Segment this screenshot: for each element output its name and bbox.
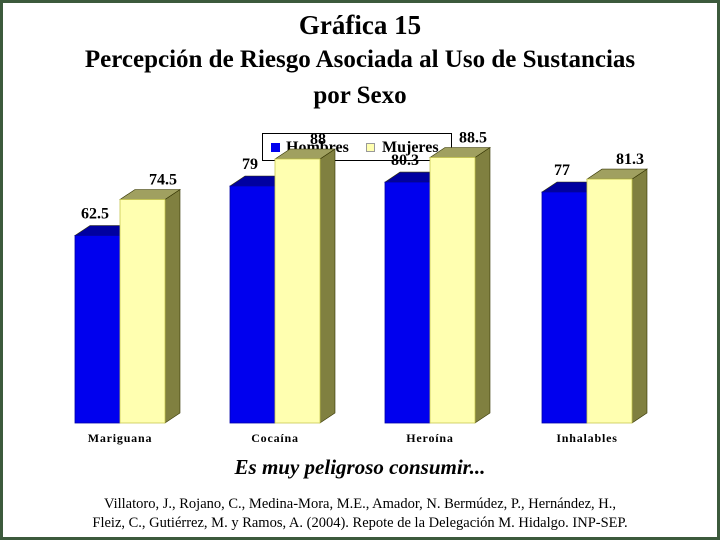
category-label-1: Mariguana xyxy=(88,431,153,445)
bar-hombres-4 xyxy=(541,191,588,424)
data-label-mujeres-2: 88 xyxy=(310,131,326,148)
citation-line-2: Fleiz, C., Gutiérrez, M. y Ramos, A. (20… xyxy=(92,515,628,531)
chart-title: Gráfica 15 xyxy=(298,10,422,40)
bar-side-mujeres-2 xyxy=(319,148,336,424)
legend-label-mujeres: Mujeres xyxy=(382,139,439,156)
bar-hombres-1 xyxy=(74,235,121,424)
bar-mujeres-2 xyxy=(274,158,321,424)
chart-title-line-3: por Sexo xyxy=(313,82,407,109)
category-label-3: Heroína xyxy=(406,431,453,445)
bar-hombres-3 xyxy=(384,181,431,424)
legend-swatch-mujeres xyxy=(366,143,375,152)
data-label-mujeres-3: 88.5 xyxy=(459,130,487,147)
chart-title-line-2: Percepción de Riesgo Asociada al Uso de … xyxy=(84,46,636,73)
bar-mujeres-4 xyxy=(586,178,633,424)
citation-line-1: Villatoro, J., Rojano, C., Medina-Mora, … xyxy=(104,496,616,512)
data-label-mujeres-4: 81.3 xyxy=(616,151,644,168)
bar-side-mujeres-3 xyxy=(474,146,491,424)
data-label-mujeres-1: 74.5 xyxy=(149,172,177,189)
category-label-4: Inhalables xyxy=(556,431,617,445)
legend-swatch-hombres xyxy=(271,143,280,152)
bar-side-mujeres-4 xyxy=(631,168,648,424)
category-label-2: Cocaína xyxy=(251,431,299,445)
data-label-hombres-4: 77 xyxy=(554,162,570,179)
bar-side-mujeres-1 xyxy=(164,188,181,424)
data-label-hombres-1: 62.5 xyxy=(81,206,109,223)
bar-hombres-2 xyxy=(229,185,276,424)
data-label-hombres-2: 79 xyxy=(242,156,258,173)
bar-mujeres-1 xyxy=(119,199,166,424)
data-label-hombres-3: 80.3 xyxy=(391,152,419,169)
chart-caption: Es muy peligroso consumir... xyxy=(234,455,486,479)
bar-mujeres-3 xyxy=(429,157,476,424)
